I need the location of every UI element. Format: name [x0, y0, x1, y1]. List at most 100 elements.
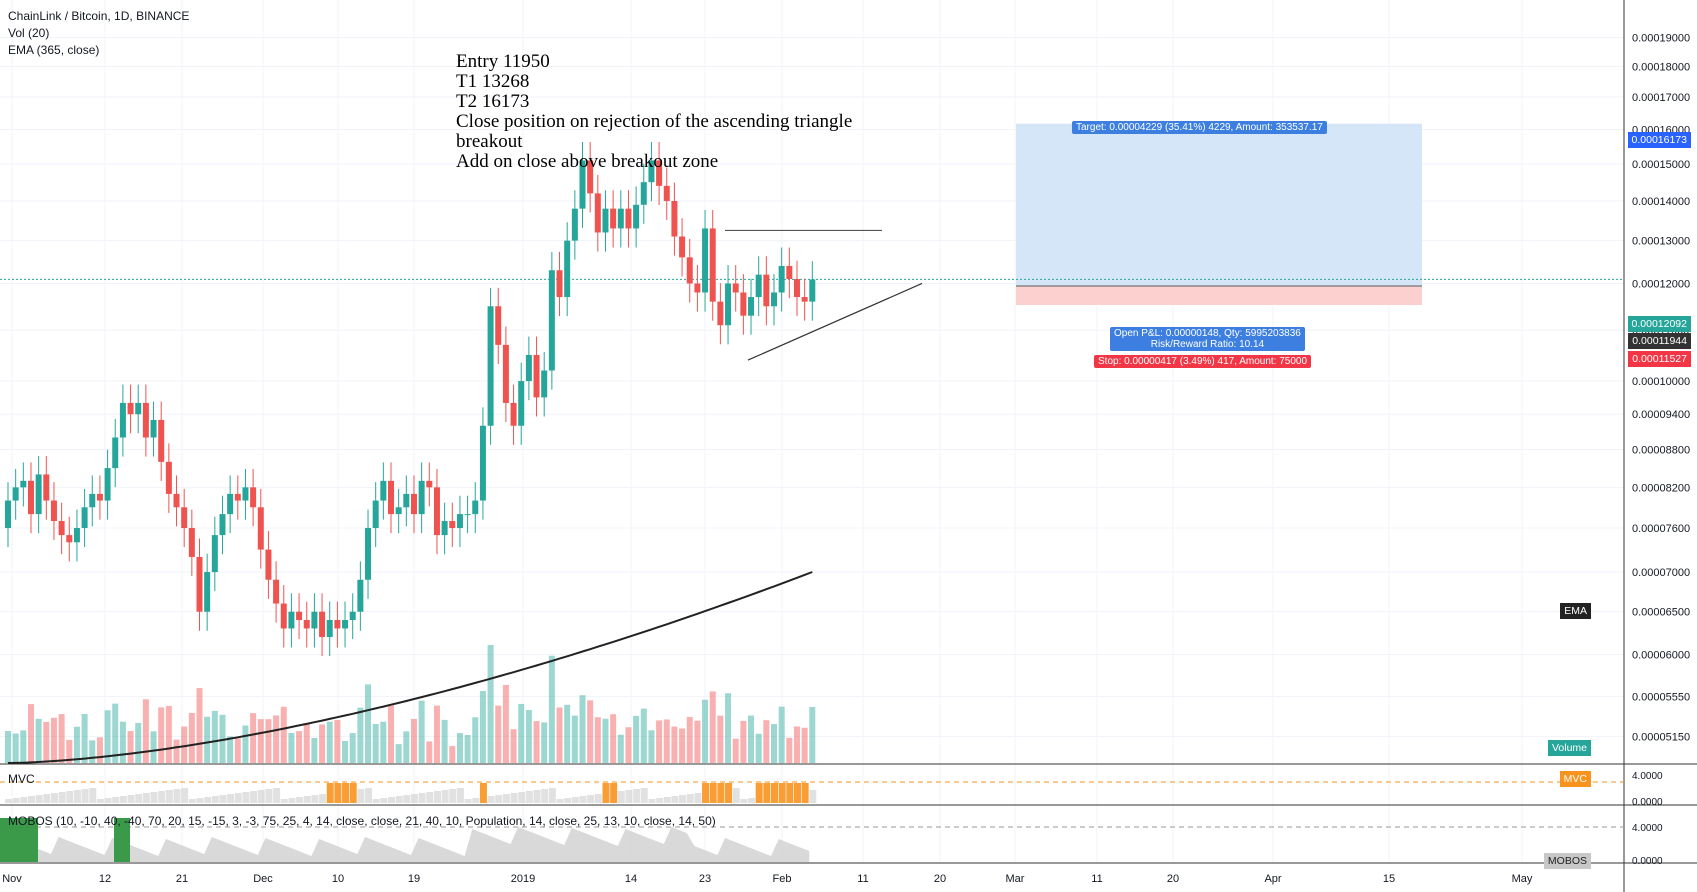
mvc-bar	[748, 798, 756, 803]
volume-bar	[196, 688, 203, 763]
pnl-label[interactable]: Open P&L: 0.00000148, Qty: 5995203836 Ri…	[1110, 327, 1305, 351]
mvc-bar	[594, 794, 602, 803]
candle-body	[732, 283, 739, 293]
candle-body	[372, 500, 379, 529]
candle-body	[158, 419, 165, 462]
mvc-bar	[372, 799, 380, 803]
candle-body	[809, 279, 816, 302]
volume-bar	[656, 720, 663, 763]
volume-bar	[740, 720, 747, 763]
mvc-bar	[158, 791, 166, 803]
candle-body	[196, 556, 203, 612]
candle-body	[449, 521, 456, 529]
mvc-legend[interactable]: MVC	[8, 772, 35, 786]
candle-body	[326, 620, 333, 638]
price-axis-label: 0.00007000	[1632, 567, 1690, 579]
candle-body	[518, 381, 525, 426]
mobos-legend[interactable]: MOBOS (10, -10, 40, -40, 70, 20, 15, -15…	[8, 814, 716, 828]
volume-bar	[533, 721, 540, 763]
volume-bar	[579, 695, 586, 763]
volume-bar	[273, 715, 280, 763]
last-price-tag: 0.00012092	[1627, 316, 1691, 332]
mvc-bar	[35, 795, 43, 803]
volume-bar	[617, 734, 624, 763]
volume-bar	[587, 700, 594, 763]
volume-bar	[119, 721, 126, 763]
ema-legend[interactable]: EMA (365, close)	[8, 43, 100, 57]
mvc-bar	[12, 798, 20, 803]
volume-bar	[12, 733, 19, 763]
volume-bar	[265, 719, 272, 763]
candle-body	[265, 549, 272, 580]
mobos-axis-label: 4.0000	[1632, 823, 1663, 834]
target-label[interactable]: Target: 0.00004229 (35.41%) 4229, Amount…	[1072, 121, 1327, 134]
volume-bar	[748, 715, 755, 763]
time-axis-label: Feb	[773, 873, 792, 885]
volume-bar	[403, 731, 410, 763]
mvc-bar	[579, 796, 587, 803]
candle-body	[273, 579, 280, 604]
candle-body	[702, 228, 709, 293]
volume-bar	[410, 718, 417, 763]
mvc-bar	[786, 783, 794, 803]
candle-body	[242, 487, 249, 501]
volume-bar	[27, 704, 34, 763]
stop-label[interactable]: Stop: 0.00000417 (3.49%) 417, Amount: 75…	[1094, 355, 1312, 368]
candle-body	[778, 265, 785, 293]
time-axis-label: Dec	[253, 873, 273, 885]
candle-body	[58, 521, 65, 536]
volume-bar	[20, 730, 27, 763]
note-line: Entry 11950	[456, 51, 550, 72]
mvc-bar	[349, 783, 357, 803]
volume-bar	[663, 719, 670, 763]
candle-body	[319, 611, 326, 638]
target-price-tag: 0.00016173	[1627, 132, 1691, 148]
mvc-bar	[541, 789, 549, 803]
mvc-bar	[403, 795, 411, 803]
mvc-bar	[740, 799, 748, 803]
mvc-tag: MVC	[1559, 771, 1591, 787]
volume-bar	[809, 706, 816, 763]
volume-tag: Volume	[1547, 740, 1591, 756]
mvc-bar	[671, 796, 679, 803]
mvc-bar	[763, 783, 771, 803]
volume-bar	[296, 731, 303, 763]
time-axis-label: 12	[99, 873, 111, 885]
volume-bar	[548, 655, 555, 763]
volume-bar	[541, 722, 548, 763]
candle-body	[472, 500, 479, 515]
mvc-bar	[510, 793, 518, 803]
time-axis-label: Nov	[2, 873, 22, 885]
mvc-bar	[801, 783, 809, 803]
mvc-bar	[257, 790, 265, 803]
candle-body	[50, 500, 57, 522]
volume-legend[interactable]: Vol (20)	[8, 26, 50, 40]
mvc-bar	[66, 791, 74, 803]
volume-bar	[426, 741, 433, 763]
candle-body	[288, 611, 295, 629]
volume-bar	[319, 724, 326, 763]
volume-bar	[5, 731, 11, 763]
volume-bar	[679, 728, 686, 763]
trade-note[interactable]: Entry 11950 T1 13268 T2 16173 Close posi…	[456, 52, 852, 172]
mvc-bar	[640, 788, 648, 803]
mvc-bar	[280, 799, 288, 803]
volume-bar	[104, 710, 111, 763]
ema-line	[7, 571, 813, 764]
price-axis-label: 0.00019000	[1632, 32, 1690, 44]
candle-body	[679, 236, 686, 258]
volume-bar	[89, 740, 96, 763]
mvc-bar	[388, 797, 395, 803]
mvc-bar	[288, 798, 296, 803]
candle-body	[89, 493, 96, 508]
time-axis-label: 11	[857, 873, 868, 885]
volume-bar	[150, 731, 157, 763]
volume-bar	[449, 746, 456, 763]
volume-bar	[50, 717, 57, 763]
mvc-bar	[96, 799, 104, 803]
mvc-bar	[150, 792, 158, 803]
target-zone	[1016, 123, 1422, 286]
mvc-bar	[265, 789, 273, 803]
time-axis-label: 21	[176, 873, 188, 885]
symbol-legend[interactable]: ChainLink / Bitcoin, 1D, BINANCE	[8, 9, 190, 23]
